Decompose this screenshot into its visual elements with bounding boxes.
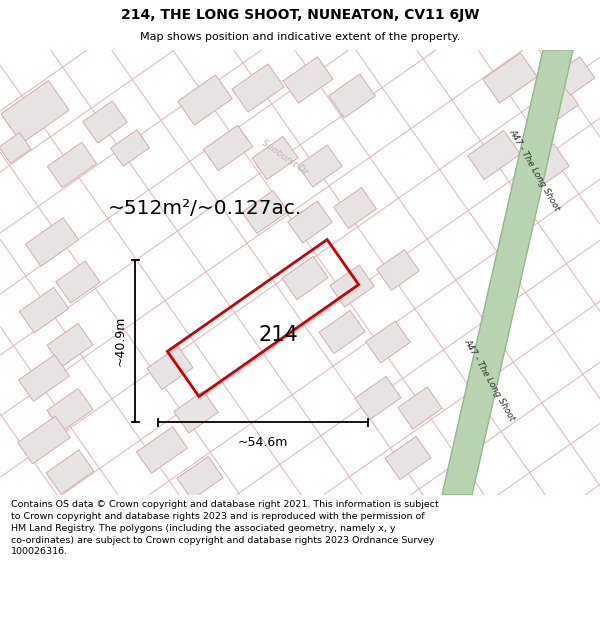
Text: ~54.6m: ~54.6m <box>238 436 288 449</box>
Polygon shape <box>283 57 333 103</box>
Polygon shape <box>330 265 374 307</box>
Polygon shape <box>203 125 253 171</box>
Polygon shape <box>555 57 595 95</box>
Polygon shape <box>398 387 442 429</box>
Polygon shape <box>147 346 193 389</box>
Polygon shape <box>242 191 288 234</box>
Text: ~512m²/~0.127ac.: ~512m²/~0.127ac. <box>108 199 302 217</box>
Polygon shape <box>110 130 149 166</box>
Polygon shape <box>467 131 520 179</box>
Polygon shape <box>355 376 401 419</box>
Polygon shape <box>442 50 573 495</box>
Polygon shape <box>366 321 410 363</box>
Text: Contains OS data © Crown copyright and database right 2021. This information is : Contains OS data © Crown copyright and d… <box>11 500 439 556</box>
Polygon shape <box>533 82 578 126</box>
Polygon shape <box>0 132 31 163</box>
Polygon shape <box>319 311 365 354</box>
Text: Sunburst Dr: Sunburst Dr <box>260 139 310 178</box>
Polygon shape <box>174 391 218 433</box>
Polygon shape <box>19 288 68 332</box>
Polygon shape <box>298 145 342 187</box>
Polygon shape <box>1 81 69 143</box>
Polygon shape <box>483 53 537 103</box>
Text: 214: 214 <box>258 325 298 345</box>
Polygon shape <box>47 389 93 431</box>
Polygon shape <box>282 256 328 299</box>
Polygon shape <box>18 416 70 464</box>
Polygon shape <box>19 355 70 401</box>
Polygon shape <box>334 188 376 228</box>
Polygon shape <box>232 64 284 112</box>
Polygon shape <box>252 136 298 179</box>
Polygon shape <box>47 324 93 366</box>
Polygon shape <box>177 456 223 499</box>
Polygon shape <box>288 201 332 243</box>
Text: A47 - The Long Shoot: A47 - The Long Shoot <box>463 338 517 422</box>
Polygon shape <box>46 450 94 494</box>
Polygon shape <box>385 436 431 479</box>
Polygon shape <box>83 101 127 143</box>
Polygon shape <box>56 261 100 303</box>
Polygon shape <box>137 427 187 473</box>
Polygon shape <box>47 142 97 188</box>
Text: Map shows position and indicative extent of the property.: Map shows position and indicative extent… <box>140 32 460 43</box>
Text: 214, THE LONG SHOOT, NUNEATON, CV11 6JW: 214, THE LONG SHOOT, NUNEATON, CV11 6JW <box>121 8 479 22</box>
Text: A47 - The Long Shoot: A47 - The Long Shoot <box>508 127 562 212</box>
Polygon shape <box>178 75 232 125</box>
Polygon shape <box>377 249 419 291</box>
Polygon shape <box>25 217 79 266</box>
Text: ~40.9m: ~40.9m <box>114 316 127 366</box>
Polygon shape <box>329 74 376 118</box>
Polygon shape <box>523 144 569 188</box>
